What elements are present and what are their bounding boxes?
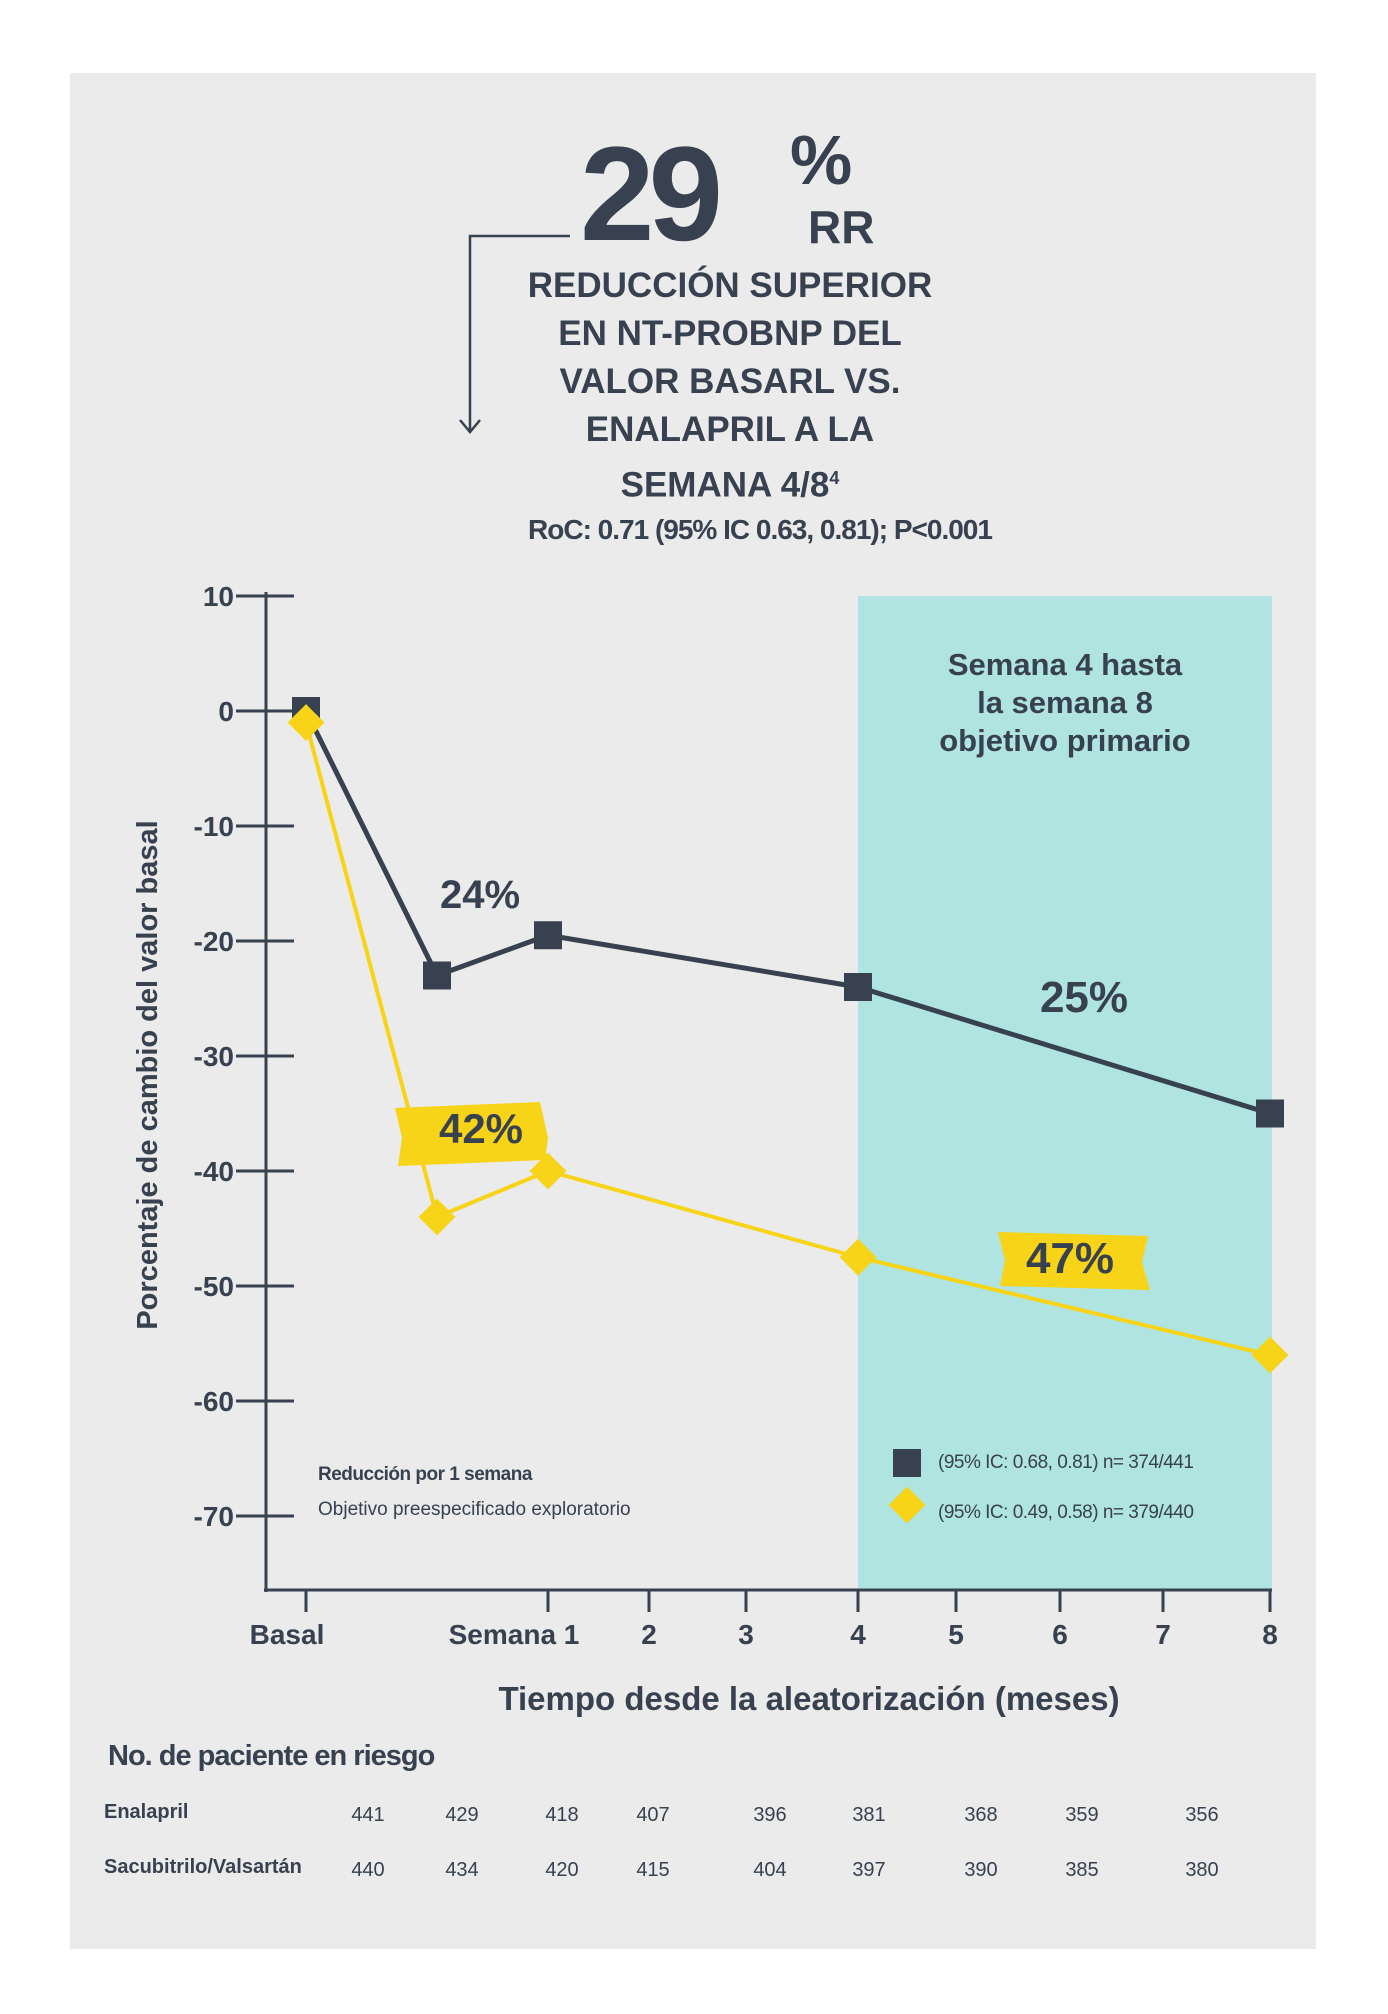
note-subtitle: Objetivo preespecificado exploratorio [318,1499,631,1520]
legend-entry-2: (95% IC: 0.49, 0.58) n= 379/440 [938,1502,1194,1523]
square-point [534,921,562,950]
risk-row-label-enalapril: Enalapril [104,1801,189,1823]
x-tick-label: 5 [948,1619,964,1650]
headline-rr: RR [808,201,875,253]
footnote-superscript: 4 [829,468,840,488]
subtitle-line: EN NT-PROBNP DEL [558,314,902,353]
y-tick-label: -50 [194,1271,234,1302]
x-tick-label: 4 [850,1619,866,1650]
headline-number: 29 [580,120,723,269]
annotation-plain: 25% [1040,973,1128,1022]
diamond-point [418,1198,456,1236]
highlight-47 [998,1232,1150,1290]
x-axis-label: Tiempo desde la aleatorización (meses) [498,1680,1119,1717]
y-tick-label: -10 [194,811,234,842]
diamond-point [839,1238,877,1276]
value-annotations: 24% 25% 42% 47% [439,873,1128,1283]
region-label-line: Semana 4 hasta [948,647,1183,682]
y-tick-label: -30 [194,1041,234,1072]
square-point [1256,1099,1284,1128]
x-axis-ticks: Basal Semana 1 2 3 4 5 6 7 8 [250,1590,1278,1650]
x-tick-label: Basal [250,1619,325,1650]
y-tick-label: -70 [194,1501,234,1532]
series-markers [287,697,1289,1374]
roc-statistic: RoC: 0.71 (95% IC 0.63, 0.81); P<0.001 [528,514,993,545]
headline-subtitle: REDUCCIÓN SUPERIOR EN NT-PROBNP DEL VALO… [460,262,1000,510]
note-title: Reducción por 1 semana [318,1464,532,1485]
risk-row-label-sacubitrilo: Sacubitrilo/Valsartán [104,1856,302,1878]
risk-table-title: No. de paciente en riesgo [108,1740,435,1772]
risk-cell: 396 [753,1804,787,1826]
y-axis-ticks: 10 0 -10 -20 -30 -40 -50 -60 -70 [194,581,294,1532]
risk-cell: 407 [636,1804,670,1826]
risk-cell: 434 [445,1859,479,1881]
headline: 29 % RR [580,120,960,270]
subtitle-line: REDUCCIÓN SUPERIOR [527,266,933,305]
x-tick-label: 2 [641,1619,657,1650]
region-label-line: objetivo primario [939,723,1190,758]
y-tick-label: 10 [203,581,234,612]
legend-square-marker [893,1449,921,1477]
region-label-line: la semana 8 [977,685,1153,720]
x-tick-label: 7 [1155,1619,1171,1650]
y-tick-label: -20 [194,926,234,957]
subtitle-line: VALOR BASARL VS. [559,362,901,401]
risk-cell: 359 [1065,1804,1099,1826]
y-tick-label: 0 [218,696,234,727]
highlight-42 [395,1102,548,1166]
annotation-highlight: 47% [1026,1234,1114,1283]
risk-cell: 381 [852,1804,886,1826]
risk-cell: 429 [445,1804,479,1826]
subtitle-line: ENALAPRIL A LA [585,410,875,449]
x-tick-label: 8 [1262,1619,1278,1650]
risk-cell: 418 [545,1804,579,1826]
diamond-point [529,1152,567,1190]
risk-cell: 397 [852,1859,886,1881]
annotation-highlight: 42% [439,1105,523,1152]
risk-cell: 440 [351,1859,385,1881]
pointer-arrow-head [459,419,481,434]
pointer-arrow [468,234,570,432]
diamond-point [287,704,325,741]
x-tick-label: 3 [738,1619,754,1650]
risk-cell: 380 [1185,1859,1219,1881]
subtitle-line: SEMANA 4/84 [460,454,1000,510]
x-tick-label: Semana 1 [449,1619,580,1650]
risk-cell: 404 [753,1859,787,1881]
x-tick-label: 6 [1052,1619,1068,1650]
legend-entry-1: (95% IC: 0.68, 0.81) n= 374/441 [938,1452,1194,1473]
headline-percent: % [790,121,853,199]
y-tick-label: -40 [194,1156,234,1187]
risk-cell: 441 [351,1804,385,1826]
risk-cell: 385 [1065,1859,1099,1881]
diamond-point [1251,1336,1289,1374]
square-point [844,973,872,1001]
square-point [423,961,451,990]
axes [264,592,1272,1592]
legend-diamond-marker [888,1486,926,1524]
y-axis-label: Porcentaje de cambio del valor basal [132,820,164,1329]
annotation-plain: 24% [440,873,520,917]
y-tick-label: -60 [194,1386,234,1417]
risk-cell: 390 [964,1859,998,1881]
risk-cell: 356 [1185,1804,1219,1826]
subtitle-last-line: SEMANA 4/8 [620,465,830,505]
risk-cell: 420 [545,1859,579,1881]
risk-cell: 415 [636,1859,670,1881]
risk-cell: 368 [964,1804,998,1826]
